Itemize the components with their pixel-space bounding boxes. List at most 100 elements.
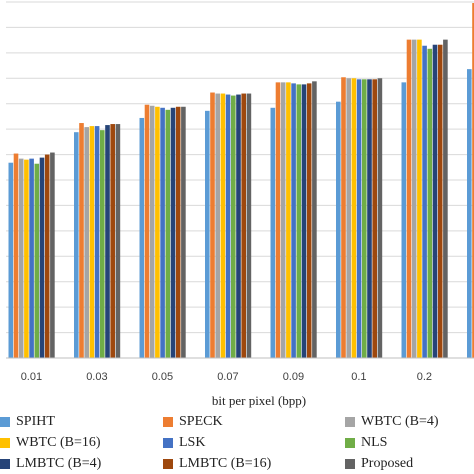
bar: [362, 79, 367, 358]
legend: SPIHT SPECK WBTC (B=4) WBTC (B=16) LSK NLS LMB…: [0, 410, 474, 474]
legend-swatch: [0, 459, 10, 469]
bar: [110, 124, 115, 358]
bar: [306, 83, 312, 358]
legend-item: SPIHT: [0, 414, 55, 430]
legend-swatch: [345, 459, 355, 469]
bar: [79, 123, 84, 358]
legend-label: NLS: [361, 435, 388, 450]
bar: [367, 79, 372, 358]
bar: [210, 92, 215, 359]
bar: [346, 78, 351, 359]
legend-item: NLS: [345, 435, 387, 451]
bar: [291, 83, 296, 358]
bar: [160, 107, 165, 358]
bar: [246, 93, 252, 359]
bar: [105, 125, 110, 359]
bar: [351, 78, 357, 359]
bar: [155, 106, 160, 358]
bar: [13, 153, 19, 358]
bar: [139, 117, 145, 358]
legend-label: Proposed: [361, 456, 414, 471]
bar: [144, 104, 150, 358]
bar: [443, 39, 448, 359]
legend-swatch: [163, 438, 173, 448]
bar: [84, 127, 89, 358]
bar: [24, 159, 29, 358]
bar: [312, 81, 317, 358]
legend-swatch: [345, 417, 355, 427]
bar: [341, 77, 346, 359]
x-tick-label: 0.05: [152, 371, 173, 383]
legend-swatch: [0, 438, 10, 448]
x-tick-label: 0.01: [21, 371, 42, 383]
bar: [29, 158, 34, 358]
legend-label: WBTC (B=4): [361, 414, 439, 429]
bar: [18, 158, 24, 358]
bar: [401, 82, 407, 359]
bar: [94, 126, 100, 358]
bar: [427, 48, 433, 358]
bar: [286, 82, 291, 359]
bar: [301, 84, 307, 358]
legend-item: LMBTC (B=4): [0, 456, 101, 472]
bar: [377, 78, 383, 359]
legend-swatch: [163, 417, 173, 427]
bar: [165, 109, 171, 359]
bar: [236, 94, 241, 358]
bar: [241, 93, 246, 359]
legend-item: Proposed: [345, 456, 413, 472]
bar: [39, 157, 45, 358]
bar: [372, 79, 377, 358]
bar: [432, 44, 438, 358]
legend-label: WBTC (B=16): [16, 435, 101, 450]
bar: [74, 132, 79, 358]
legend-item: WBTC (B=4): [345, 414, 439, 430]
bar: [215, 93, 220, 359]
legend-swatch: [345, 438, 355, 448]
x-tick-label: 0.07: [217, 371, 238, 383]
bar: [175, 106, 181, 358]
legend-label: LMBTC (B=16): [179, 456, 272, 471]
legend-swatch: [163, 459, 173, 469]
x-tick-label: 0.1: [351, 371, 366, 383]
legend-item: SPECK: [163, 414, 223, 430]
bar: [50, 152, 55, 358]
bar: [170, 107, 176, 358]
x-axis-title: bit per pixel (bpp): [212, 393, 306, 408]
bar: [231, 95, 236, 358]
bar: [181, 106, 186, 358]
bar: [422, 45, 427, 358]
x-tick-label: 0.09: [283, 371, 304, 383]
legend-swatch: [0, 417, 10, 427]
legend-item: LSK: [163, 435, 205, 451]
bar: [406, 39, 412, 359]
legend-item: WBTC (B=16): [0, 435, 101, 451]
bar: [336, 101, 341, 359]
legend-label: LMBTC (B=4): [16, 456, 102, 471]
bar: [8, 162, 14, 358]
bar: [270, 107, 276, 358]
bar: [411, 39, 417, 359]
bar: [149, 105, 155, 359]
bar: [34, 163, 40, 358]
bar: [100, 130, 105, 358]
bar: [115, 124, 121, 358]
legend-label: SPECK: [179, 414, 223, 429]
bar: [225, 94, 231, 358]
bar: [467, 69, 472, 358]
x-tick-label: 0.2: [417, 371, 432, 383]
bar: [275, 82, 281, 359]
x-tick-label: 0.03: [86, 371, 107, 383]
bar-chart: 0.01 0.03 0.05 0.07 0.09 0.1 0.2 bit per pixel …: [6, 1, 474, 408]
bar: [205, 110, 210, 358]
legend-label: SPIHT: [16, 414, 55, 429]
bar: [472, 3, 474, 358]
bar: [437, 44, 443, 358]
bar: [296, 84, 302, 358]
bar: [44, 154, 50, 358]
bar: [220, 93, 226, 359]
bar: [417, 39, 422, 359]
bar: [280, 82, 286, 359]
bar: [356, 79, 362, 358]
legend-item: LMBTC (B=16): [163, 456, 271, 472]
